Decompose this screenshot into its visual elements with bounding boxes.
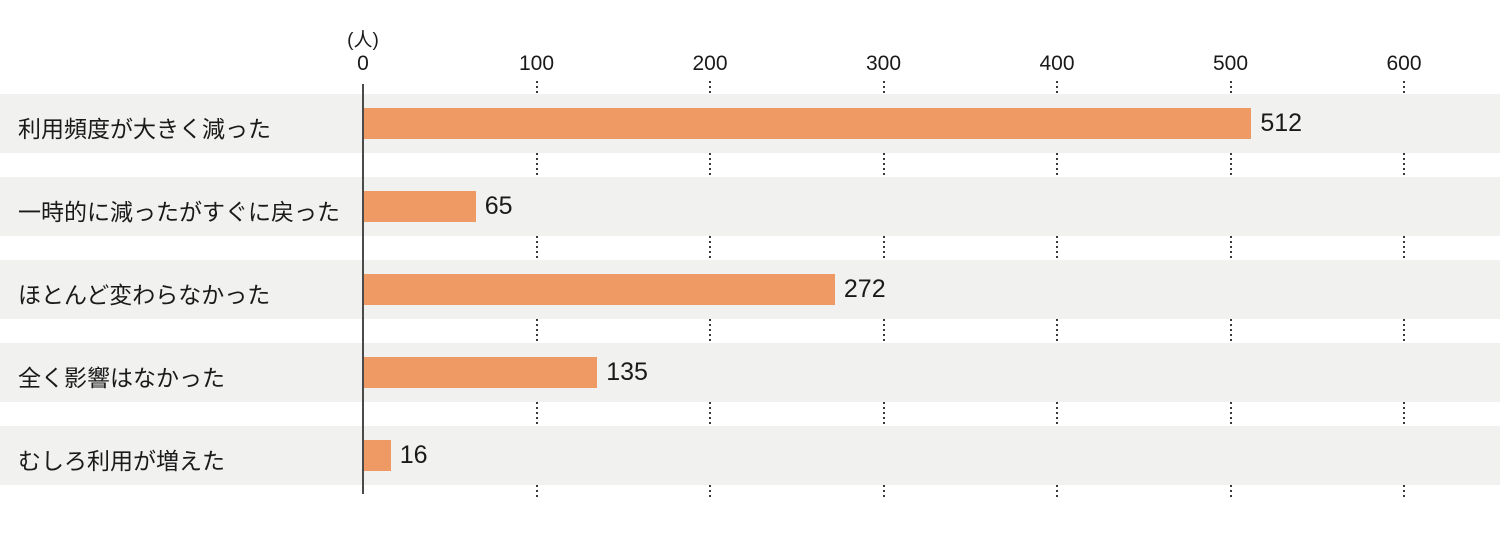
gridline-dotted [1403,236,1405,260]
gridline-dotted [709,236,711,260]
x-tick-label: 500 [1212,52,1249,75]
bar [363,357,598,388]
x-tick-label: 100 [518,52,555,75]
gridline-dotted [709,485,711,497]
gridline-dotted [1056,319,1058,343]
value-label: 135 [606,357,648,386]
x-tick-label: 0 [357,52,369,75]
gridline-dotted [535,319,538,343]
bar [363,274,835,305]
bar [363,108,1252,139]
gridline-dotted [709,153,711,177]
value-label: 512 [1260,108,1303,137]
y-axis-line [362,84,364,494]
x-tick-label: 600 [1386,52,1422,75]
gridline-dotted [1056,81,1058,94]
gridline-dotted [882,236,885,260]
gridline-dotted [535,402,538,426]
value-label: 16 [399,440,428,469]
gridline-dotted [535,236,538,260]
gridline-dotted [1403,485,1405,497]
x-tick-label: 400 [1039,52,1075,75]
gridline-dotted [1403,319,1405,343]
gridline-dotted [1229,81,1232,94]
gridline-dotted [1229,319,1232,343]
category-band [0,426,1500,485]
gridline-dotted [535,485,538,497]
bar [363,440,391,471]
x-tick-label: 300 [865,52,902,75]
category-label: 一時的に減ったがすぐに戻った [18,198,340,225]
x-tick-label: 200 [692,52,728,75]
gridline-dotted [1056,402,1058,426]
gridline-dotted [1229,402,1232,426]
gridline-dotted [535,153,538,177]
gridline-dotted [709,402,711,426]
gridline-dotted [882,485,885,497]
gridline-dotted [1403,402,1405,426]
gridline-dotted [882,81,885,94]
gridline-dotted [1229,236,1232,260]
gridline-dotted [1403,153,1405,177]
gridline-dotted [1056,236,1058,260]
category-label: むしろ利用が増えた [18,447,225,474]
value-label: 65 [484,191,513,220]
bar [363,191,476,222]
gridline-dotted [535,81,538,94]
gridline-dotted [1056,485,1058,497]
gridline-dotted [709,319,711,343]
gridline-dotted [882,402,885,426]
gridline-dotted [709,81,711,94]
category-label: 全く影響はなかった [18,364,225,391]
gridline-dotted [1229,485,1232,497]
gridline-dotted [1403,81,1405,94]
category-band [0,343,1500,402]
axis-unit-label: (人) [347,30,379,51]
gridline-dotted [882,319,885,343]
value-label: 272 [843,274,886,303]
gridline-dotted [1056,153,1058,177]
category-label: 利用頻度が大きく減った [18,115,271,142]
gridline-dotted [882,153,885,177]
category-label: ほとんど変わらなかった [18,281,271,308]
gridline-dotted [1229,153,1232,177]
category-band [0,177,1500,236]
